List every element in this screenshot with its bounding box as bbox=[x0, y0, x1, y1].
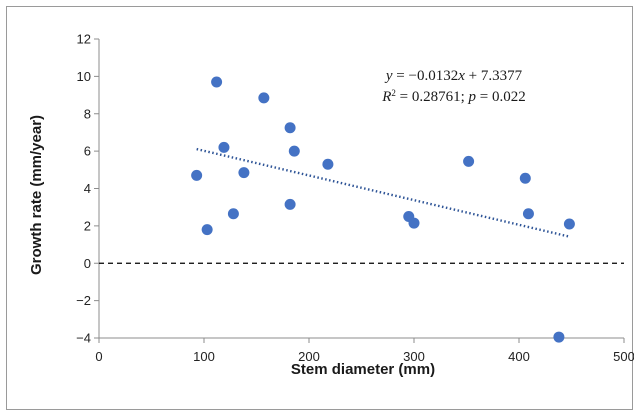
x-tick-label: 500 bbox=[613, 349, 634, 364]
regression-statistics: R2 = 0.28761; p = 0.022 bbox=[381, 88, 526, 105]
y-tick-label: −2 bbox=[76, 293, 91, 308]
y-tick-label: −4 bbox=[76, 331, 91, 346]
x-tick-label: 400 bbox=[508, 349, 530, 364]
data-point bbox=[563, 218, 575, 230]
data-point bbox=[463, 155, 475, 167]
data-point bbox=[284, 122, 296, 134]
y-tick-label: 0 bbox=[84, 256, 91, 271]
data-point bbox=[211, 76, 223, 88]
data-point bbox=[218, 141, 230, 153]
x-tick-labels: 0 100 200 300 400 500 bbox=[95, 338, 634, 364]
data-point bbox=[284, 198, 296, 210]
data-point bbox=[238, 167, 250, 179]
x-tick-label: 200 bbox=[298, 349, 320, 364]
x-tick-label: 0 bbox=[95, 349, 102, 364]
y-tick-label: 2 bbox=[84, 218, 91, 233]
data-point bbox=[201, 224, 213, 236]
data-point bbox=[522, 208, 534, 220]
data-point bbox=[191, 169, 203, 181]
data-point bbox=[519, 172, 531, 184]
y-tick-label: 4 bbox=[84, 181, 91, 196]
y-tick-labels: −4 −2 0 2 4 6 8 10 12 bbox=[76, 32, 99, 346]
y-axis-title: Growth rate (mm/year) bbox=[28, 115, 45, 275]
data-point bbox=[288, 145, 300, 157]
regression-equation: y = −0.0132x + 7.3377 bbox=[384, 68, 523, 84]
data-point bbox=[322, 158, 334, 170]
scatter-chart: 0 100 200 300 400 500 −4 −2 0 2 4 6 8 10 12 y = −0.01… bbox=[28, 32, 634, 379]
data-point bbox=[408, 217, 420, 229]
x-tick-label: 300 bbox=[403, 349, 425, 364]
y-tick-label: 6 bbox=[84, 144, 91, 159]
y-tick-label: 10 bbox=[77, 69, 91, 84]
y-tick-label: 12 bbox=[77, 32, 91, 47]
data-point bbox=[227, 208, 239, 220]
data-point bbox=[258, 92, 270, 104]
x-tick-label: 100 bbox=[193, 349, 215, 364]
data-point bbox=[553, 331, 565, 343]
chart-frame: 0 100 200 300 400 500 −4 −2 0 2 4 6 8 10 12 y = −0.01… bbox=[6, 6, 634, 410]
x-axis-title: Stem diameter (mm) bbox=[291, 361, 435, 378]
y-tick-label: 8 bbox=[84, 106, 91, 121]
linear-trendline bbox=[196, 147, 570, 238]
data-points bbox=[191, 76, 575, 343]
